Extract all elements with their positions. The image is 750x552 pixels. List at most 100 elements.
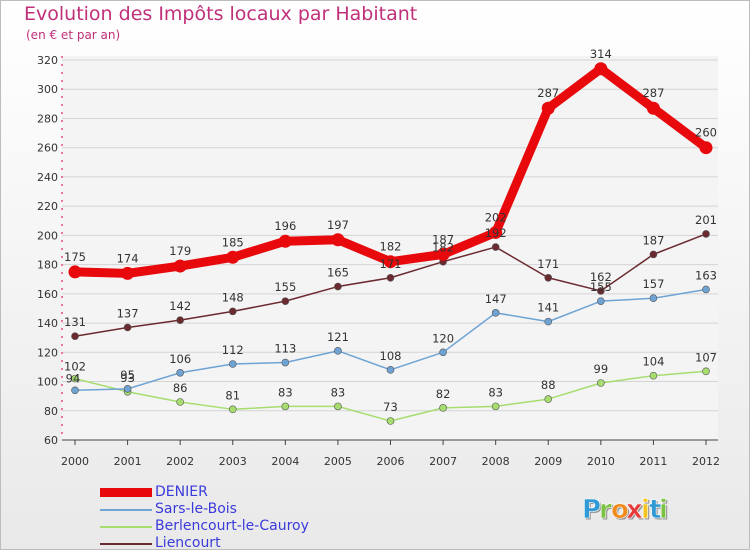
svg-text:P: P (584, 497, 603, 527)
svg-text:P: P (582, 495, 601, 525)
data-label: 187 (432, 232, 454, 246)
svg-text:i: i (661, 497, 670, 527)
data-point-berlencourt-le-cauroy (386, 417, 395, 425)
svg-text:t: t (651, 497, 663, 527)
data-label: 107 (695, 350, 717, 364)
data-point-liencourt (702, 230, 710, 238)
data-label: 113 (274, 342, 296, 356)
legend-label: Liencourt (155, 535, 221, 551)
data-point-liencourt (281, 297, 290, 305)
data-point-berlencourt-le-cauroy (702, 367, 710, 376)
data-point-sars-le-bois (649, 294, 658, 303)
data-point-sars-le-bois (491, 309, 500, 317)
data-point-sars-le-bois (702, 285, 710, 294)
data-label: 179 (169, 244, 191, 258)
y-tick-label: 180 (37, 259, 58, 272)
data-label: 260 (695, 126, 717, 140)
data-point-berlencourt-le-cauroy (491, 402, 500, 411)
x-tick-label: 2006 (377, 455, 405, 468)
data-point-liencourt (123, 323, 132, 332)
data-label: 202 (485, 210, 507, 224)
data-point-berlencourt-le-cauroy (544, 395, 553, 403)
data-label: 287 (537, 86, 559, 100)
x-tick-label: 2008 (482, 455, 510, 468)
svg-text:r: r (601, 497, 614, 527)
svg-text:x: x (628, 497, 645, 527)
x-tick-label: 2011 (639, 455, 667, 468)
data-label: 104 (642, 355, 664, 369)
data-label: 155 (274, 280, 296, 294)
data-label: 86 (173, 381, 188, 395)
data-label: 165 (327, 266, 349, 280)
legend: DENIER Sars-le-Bois Berlencourt-le-Cauroy L… (100, 484, 420, 552)
data-point-liencourt (334, 282, 342, 291)
data-point-denier (436, 247, 450, 261)
data-point-sars-le-bois (439, 348, 447, 357)
y-tick-label: 280 (37, 112, 58, 125)
legend-swatch (100, 488, 152, 497)
data-point-sars-le-bois (71, 386, 79, 395)
legend-label: Berlencourt-le-Cauroy (155, 518, 309, 534)
legend-item-sars-le-bois: Sars-le-Bois (100, 501, 420, 518)
y-tick-label: 260 (37, 142, 58, 155)
x-tick-label: 2010 (587, 455, 615, 468)
data-point-sars-le-bois (597, 297, 605, 305)
data-point-berlencourt-le-cauroy (228, 405, 237, 414)
data-point-liencourt (597, 287, 605, 295)
y-tick-label: 200 (37, 229, 58, 242)
legend-label: Sars-le-Bois (155, 501, 237, 517)
data-label: 83 (331, 385, 346, 399)
data-point-denier (541, 101, 555, 115)
data-point-sars-le-bois (334, 347, 342, 355)
svg-text:o: o (611, 495, 629, 525)
data-label: 83 (488, 385, 503, 399)
data-point-denier (594, 62, 608, 76)
y-tick-label: 120 (37, 346, 58, 359)
svg-text:o: o (613, 497, 631, 527)
svg-text:t: t (649, 495, 661, 525)
data-point-berlencourt-le-cauroy (439, 404, 447, 412)
svg-text:r: r (599, 495, 612, 525)
data-point-berlencourt-le-cauroy (281, 402, 290, 411)
x-tick-label: 2003 (219, 455, 247, 468)
data-label: 182 (432, 241, 454, 255)
data-label: 157 (642, 277, 664, 291)
data-label: 82 (436, 387, 451, 401)
legend-swatch (100, 526, 152, 528)
svg-text:i: i (643, 497, 652, 527)
data-point-berlencourt-le-cauroy (334, 402, 342, 411)
data-point-sars-le-bois (544, 317, 553, 326)
data-label: 108 (380, 349, 402, 363)
data-label: 174 (117, 251, 139, 265)
data-point-berlencourt-le-cauroy (176, 398, 184, 406)
data-label: 314 (590, 47, 612, 61)
y-tick-label: 140 (37, 317, 58, 330)
data-label: 147 (485, 292, 507, 306)
y-tick-label: 240 (37, 171, 58, 184)
data-point-liencourt (228, 307, 237, 316)
data-label: 106 (169, 352, 191, 366)
y-tick-label: 80 (44, 405, 58, 418)
data-label: 171 (537, 257, 559, 271)
data-label: 121 (327, 330, 349, 344)
data-label: 120 (432, 331, 454, 345)
data-point-denier (646, 101, 660, 115)
x-tick-label: 2005 (324, 455, 352, 468)
data-point-berlencourt-le-cauroy (649, 371, 658, 380)
data-point-sars-le-bois (386, 366, 395, 374)
data-label: 83 (278, 385, 293, 399)
data-point-sars-le-bois (176, 368, 184, 377)
chart-subtitle: (en € et par an) (26, 28, 121, 42)
data-label: 192 (485, 226, 507, 240)
data-point-denier (121, 266, 135, 280)
data-label: 155 (590, 280, 612, 294)
legend-item-liencourt: Liencourt (100, 535, 420, 552)
y-tick-label: 300 (37, 83, 58, 96)
data-point-liencourt (71, 332, 79, 341)
data-point-denier (384, 255, 397, 269)
legend-swatch (100, 509, 152, 511)
x-tick-label: 2002 (166, 455, 194, 468)
data-point-denier (489, 225, 503, 239)
data-label: 93 (120, 371, 135, 385)
